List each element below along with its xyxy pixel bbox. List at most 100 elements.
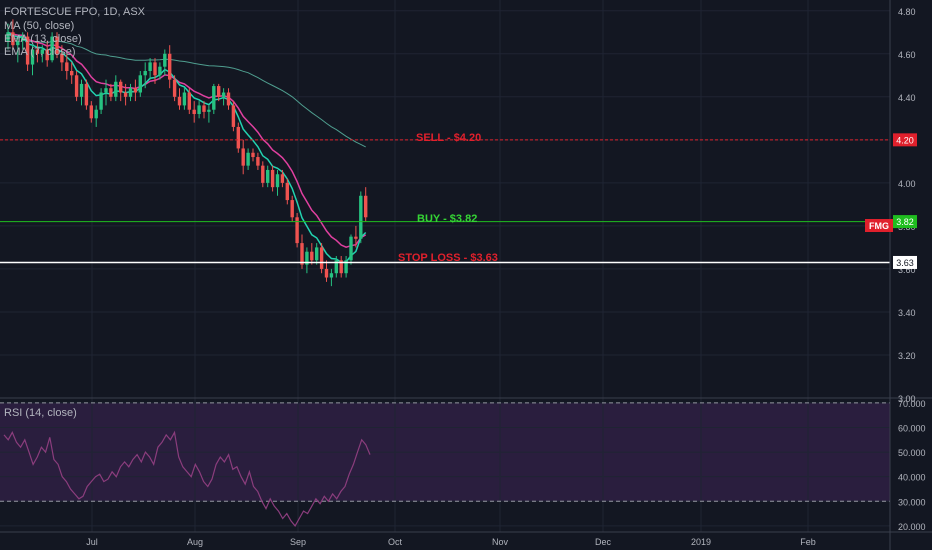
time-axis[interactable]: Jul Aug Sep Oct Nov Dec 2019 Feb xyxy=(86,537,816,547)
ticker-badge-label: FMG xyxy=(869,221,889,231)
candle-body xyxy=(21,36,25,41)
candle-body xyxy=(300,243,304,265)
candle-body xyxy=(158,66,162,76)
rsi-series xyxy=(3,430,371,527)
candle-body xyxy=(231,105,236,127)
rsi-tick-label: 30.000 xyxy=(898,497,926,507)
candle-body xyxy=(329,273,334,278)
candle-body xyxy=(212,86,216,110)
candle-body xyxy=(143,70,147,76)
candle-body xyxy=(35,49,40,54)
candle-body xyxy=(290,200,294,218)
stop-loss-annotation: STOP LOSS - $3.63 xyxy=(398,252,498,264)
price-tick-label: 4.40 xyxy=(898,93,916,103)
moving-average-lines xyxy=(7,31,367,264)
candle-body xyxy=(349,236,353,261)
stop-price-tag-label: 3.63 xyxy=(896,258,914,268)
candle-body xyxy=(45,49,49,61)
ema7-legend[interactable]: EMA (7, close) xyxy=(4,46,76,58)
candle-body xyxy=(89,105,93,119)
rsi-tick-label: 20.000 xyxy=(898,522,926,532)
price-tick-label: 4.00 xyxy=(898,179,916,189)
candle-body xyxy=(168,53,172,80)
time-tick-label: Feb xyxy=(800,537,816,547)
candle-body xyxy=(79,83,84,97)
time-tick-label: Sep xyxy=(290,537,306,547)
candle-body xyxy=(138,75,142,93)
candle-body xyxy=(202,105,206,112)
price-levels xyxy=(0,139,890,264)
sell-annotation: SELL - $4.20 xyxy=(416,132,481,144)
time-tick-label: Jul xyxy=(86,537,98,547)
candle-body xyxy=(40,49,44,54)
rsi-tick-label: 60.000 xyxy=(898,424,926,434)
price-tick-label: 3.00 xyxy=(898,394,916,404)
candle-body xyxy=(187,92,191,110)
candlestick-series[interactable] xyxy=(6,19,368,287)
rsi-tick-label: 50.000 xyxy=(898,448,926,458)
time-tick-label: 2019 xyxy=(691,537,711,547)
time-tick-label: Aug xyxy=(187,537,203,547)
candle-body xyxy=(128,88,133,97)
ema7-line xyxy=(7,31,367,264)
ema13-line xyxy=(7,31,367,248)
ema13-legend[interactable]: EMA (13, close) xyxy=(4,33,82,45)
candle-body xyxy=(295,217,299,244)
buy-price-tag-label: 3.82 xyxy=(896,217,914,227)
price-tick-label: 3.40 xyxy=(898,308,916,318)
candle-body xyxy=(359,195,363,239)
candle-body xyxy=(339,260,343,274)
buy-price-tag xyxy=(893,215,917,229)
time-tick-label: Nov xyxy=(492,537,509,547)
candle-body xyxy=(334,260,338,274)
candle-body xyxy=(25,36,30,65)
candle-body xyxy=(364,195,368,218)
candle-body xyxy=(207,109,211,112)
candle-body xyxy=(324,268,329,278)
ma50-line xyxy=(7,31,366,148)
candle-body xyxy=(133,88,138,93)
rsi-axis[interactable]: 20.000 30.000 40.000 50.000 60.000 70.000 xyxy=(898,399,926,532)
candle-body xyxy=(275,174,280,188)
candle-body xyxy=(74,75,79,97)
candle-body xyxy=(163,53,167,67)
candle-body xyxy=(319,247,324,269)
candle-body xyxy=(305,251,309,265)
candle-body xyxy=(354,236,358,239)
candle-body xyxy=(123,92,128,97)
candle-body xyxy=(16,40,20,46)
candle-body xyxy=(119,81,123,93)
candle-body xyxy=(114,81,118,97)
candle-body xyxy=(266,169,270,183)
ticker-badge xyxy=(865,219,893,232)
ma50-legend[interactable]: MA (50, close) xyxy=(4,20,75,32)
candle-body xyxy=(197,105,201,115)
time-tick-label: Dec xyxy=(595,537,612,547)
candle-body xyxy=(280,174,285,183)
candle-body xyxy=(192,109,196,115)
candle-body xyxy=(256,157,260,166)
candle-body xyxy=(315,247,319,261)
candle-body xyxy=(246,152,250,166)
candle-body xyxy=(70,70,74,76)
rsi-legend[interactable]: RSI (14, close) xyxy=(4,407,77,419)
candle-body xyxy=(60,53,64,63)
candle-body xyxy=(221,92,226,97)
candle-body xyxy=(50,36,54,61)
price-tags: 4.20 3.82 3.63 xyxy=(893,133,917,269)
buy-annotation: BUY - $3.82 xyxy=(417,213,477,225)
price-tick-label: 4.80 xyxy=(898,7,916,17)
candle-body xyxy=(65,62,69,71)
rsi-tick-label: 70.000 xyxy=(898,399,926,409)
price-tick-label: 3.60 xyxy=(898,265,916,275)
sell-price-tag xyxy=(893,133,917,147)
candle-body xyxy=(153,62,157,76)
price-tick-label: 4.60 xyxy=(898,50,916,60)
candle-body xyxy=(177,96,182,106)
candle-body xyxy=(172,79,177,97)
price-tick-label: 3.20 xyxy=(898,351,916,361)
candle-body xyxy=(236,126,240,149)
candle-body xyxy=(285,182,289,201)
candle-body xyxy=(148,62,152,71)
